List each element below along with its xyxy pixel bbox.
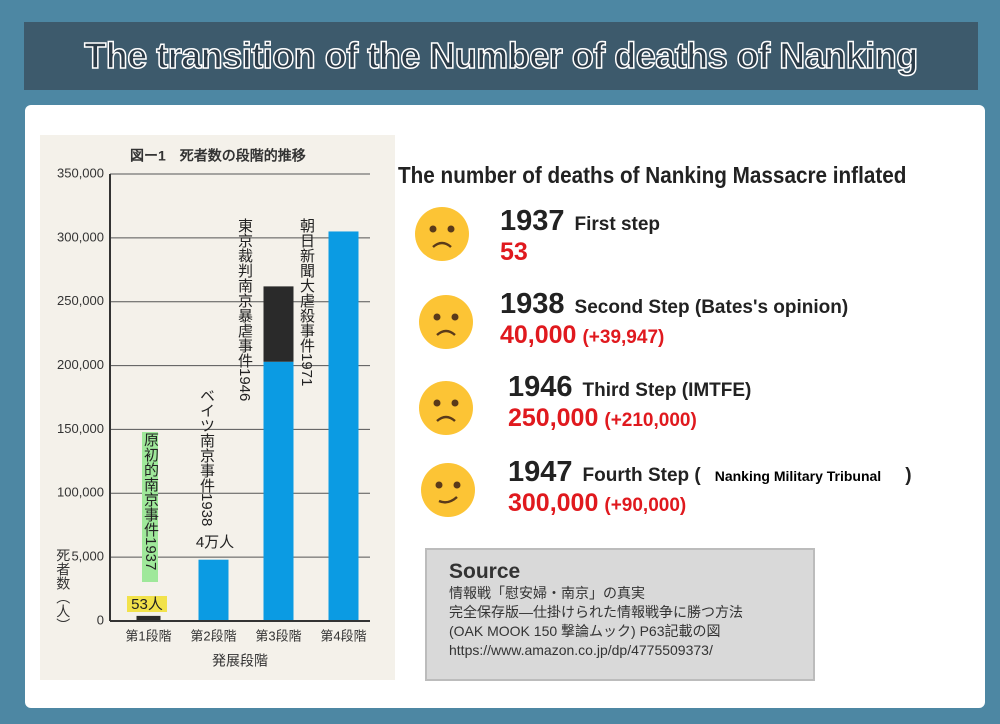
y-tick-label: 100,000 <box>57 485 104 500</box>
y-tick-label: 0 <box>97 612 104 627</box>
step-name: Third Step (IMTFE) <box>582 380 752 401</box>
step: 1946 Third Step (IMTFE) 250,000 (+210,000) <box>508 371 751 433</box>
eye <box>433 313 441 321</box>
step-count: 40,000 <box>500 321 577 349</box>
mouth <box>436 415 456 422</box>
step-count-row: 53 <box>500 238 660 267</box>
source-title: Source <box>449 560 521 583</box>
y-tick-label: 150,000 <box>57 421 104 436</box>
step-name: Second Step (Bates's opinion) <box>574 297 849 318</box>
step-year: 1937 <box>500 205 565 237</box>
step-count-row: 250,000 (+210,000) <box>508 404 751 433</box>
eye <box>429 225 437 233</box>
step: 1937 First step 53 <box>500 205 660 267</box>
y-tick-label: 300,000 <box>57 229 104 244</box>
bar <box>263 286 294 362</box>
step-end: ) <box>905 465 912 486</box>
step: 1947 Fourth Step ( Nanking Military Tribun… <box>508 456 912 518</box>
source-box: Source 情報戦「慰安婦・南京」の真実完全保存版―仕掛けられた情報戦争に勝つ… <box>425 548 815 681</box>
eye <box>451 313 459 321</box>
emoji-face <box>419 295 473 349</box>
mouth <box>432 241 452 248</box>
step-year: 1938 <box>500 288 565 320</box>
annotation-highlight <box>142 432 158 582</box>
step: 1938 Second Step (Bates's opinion) 40,000(… <box>500 288 848 350</box>
eye <box>435 481 443 489</box>
eye <box>433 399 441 407</box>
step-note: Nanking Military Tribunal <box>714 468 882 484</box>
eye <box>447 225 455 233</box>
annotation: 朝日新聞大虐殺事件1971 <box>298 218 315 386</box>
step-count-row: 40,000 (+39,947) <box>500 321 848 350</box>
bar <box>136 615 161 621</box>
title: The transition of the Number of deaths o… <box>83 34 919 145</box>
x-tick-label: 第2段階 <box>190 628 236 643</box>
bar <box>198 559 229 621</box>
step-heading: 1947 Fourth Step ( Nanking Military Tribun… <box>508 456 912 489</box>
eye <box>453 481 461 489</box>
annotation: 4万人 <box>196 534 234 551</box>
face <box>421 463 475 517</box>
x-axis-label: 発展段階 <box>212 653 268 669</box>
step-increase: (+90,000) <box>604 495 687 516</box>
step-name: Fourth Step ( <box>582 465 701 486</box>
x-tick-label: 第3段階 <box>255 628 301 643</box>
y-tick-label: 200,000 <box>57 357 104 372</box>
emoji-face <box>415 207 469 261</box>
annotation-highlight <box>127 596 167 612</box>
step-count-row: 300,000 (+90,000) <box>508 489 912 518</box>
step-count: 250,000 <box>508 404 599 432</box>
annotation: 東京裁判南京暴虐事件1946 <box>236 218 253 401</box>
chart-title: 図ー1 死者数の段階的推移 <box>130 148 306 164</box>
step-increase: (+210,000) <box>604 410 697 431</box>
step-year: 1946 <box>508 371 573 403</box>
step-year: 1947 <box>508 456 573 488</box>
step-name: First step <box>574 214 661 235</box>
eye <box>451 399 459 407</box>
mouth <box>438 496 458 504</box>
emoji-face <box>419 381 473 435</box>
annotation: 原初的南京事件1937 <box>142 432 159 570</box>
face <box>419 295 473 349</box>
bar <box>263 361 294 621</box>
face <box>415 207 469 261</box>
step-count: 53 <box>500 238 528 266</box>
source-line: 情報戦「慰安婦・南京」の真実 <box>449 585 645 601</box>
summary-title: The number of deaths of Nanking Massacre… <box>398 162 907 188</box>
mouth <box>436 329 456 336</box>
y-tick-label: 250,000 <box>57 293 104 308</box>
annotation: 53人 <box>131 596 163 613</box>
x-tick-label: 第4段階 <box>320 628 366 643</box>
face <box>419 381 473 435</box>
y-axis-label: 死者数（人） <box>55 548 71 632</box>
bar <box>328 231 359 621</box>
source-line: (OAK MOOK 150 撃論ムック) P63記載の図 <box>449 623 721 639</box>
header: The transition of the Number of deaths o… <box>24 22 978 145</box>
y-tick-label: 350,000 <box>57 165 104 180</box>
emoji-face <box>421 463 475 517</box>
step-increase: (+39,947) <box>582 327 665 348</box>
source-line: https://www.amazon.co.jp/dp/4775509373/ <box>449 642 713 658</box>
step-count: 300,000 <box>508 489 599 517</box>
y-tick-label: 5,000 <box>71 549 104 564</box>
annotation: ベイツ南京事件1938 <box>198 388 215 526</box>
step-heading: 1938 Second Step (Bates's opinion) <box>500 288 848 321</box>
x-tick-label: 第1段階 <box>125 628 171 643</box>
source-line: 完全保存版―仕掛けられた情報戦争に勝つ方法 <box>449 604 743 620</box>
step-heading: 1937 First step <box>500 205 660 238</box>
step-heading: 1946 Third Step (IMTFE) <box>508 371 751 404</box>
